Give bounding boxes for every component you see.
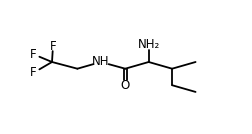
Text: NH₂: NH₂ [138, 38, 160, 51]
Text: F: F [30, 48, 37, 61]
Text: F: F [50, 40, 56, 53]
Text: F: F [30, 66, 37, 79]
Text: O: O [121, 79, 130, 92]
Text: NH: NH [92, 55, 110, 68]
